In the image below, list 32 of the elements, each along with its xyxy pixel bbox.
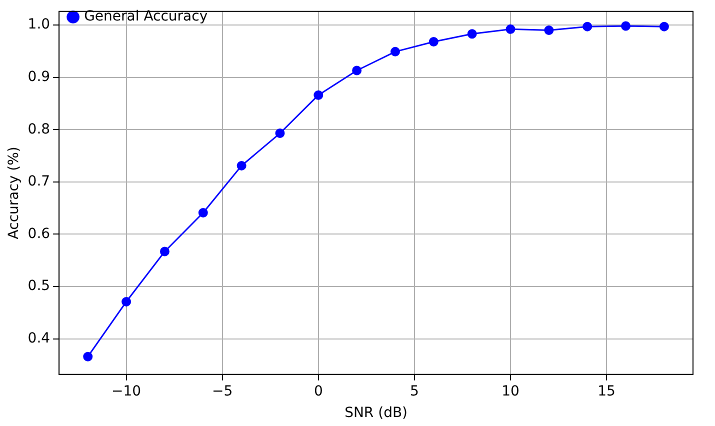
point	[236, 160, 246, 170]
y-tick-label: 0.6	[28, 226, 50, 242]
y-tick-label: 0.8	[28, 121, 50, 138]
y-tick-label: 0.4	[28, 330, 50, 346]
point	[582, 22, 592, 32]
point	[544, 25, 554, 35]
x-tick-label: −10	[112, 383, 142, 400]
point	[275, 128, 285, 138]
y-tick-label: 1.0	[28, 16, 50, 33]
point	[621, 21, 631, 31]
point	[198, 208, 208, 218]
point	[352, 66, 362, 76]
y-tick-label: 0.5	[28, 278, 50, 294]
x-tick-label: 15	[598, 383, 616, 400]
point	[122, 296, 132, 306]
point	[314, 90, 324, 100]
point	[390, 46, 400, 56]
point	[160, 246, 170, 256]
x-tick-label: 0	[314, 383, 323, 400]
point	[659, 22, 669, 32]
x-tick-label: 10	[502, 383, 520, 400]
y-axis-title: Accuracy (%)	[6, 146, 22, 240]
point	[506, 24, 516, 34]
legend-label: General Accuracy	[84, 8, 208, 25]
point	[83, 352, 93, 362]
x-tick-label: 5	[410, 383, 419, 400]
point	[428, 36, 438, 46]
y-tick-label: 0.9	[28, 68, 50, 85]
point	[467, 29, 477, 39]
y-tick-label: 0.7	[28, 174, 50, 190]
x-tick-label: −5	[212, 383, 233, 400]
x-axis-title: SNR (dB)	[344, 405, 408, 422]
